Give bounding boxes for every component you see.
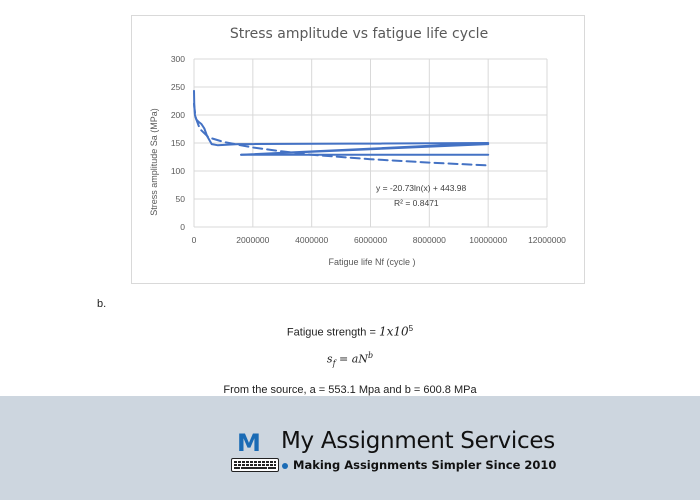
y-tick-label: 250 (171, 82, 185, 92)
source-text: From the source, a = 553.1 Mpa and b = 6… (223, 384, 477, 396)
x-tick-label: 2000000 (236, 235, 269, 245)
fatigue-strength-label: Fatigue strength = (286, 326, 379, 339)
y-tick-label: 200 (171, 110, 185, 120)
x-tick-label: 12000000 (528, 235, 566, 245)
keyboard-icon (231, 458, 279, 472)
formula-sub: f (332, 358, 336, 368)
x-tick-label: 4000000 (295, 235, 328, 245)
x-axis-title: Fatigue life Nf (cycle ) (328, 257, 415, 267)
brand-tagline: Making Assignments Simpler Since 2010 (293, 458, 557, 472)
y-tick-label: 50 (176, 194, 186, 204)
x-tick-label: 8000000 (413, 235, 446, 245)
y-tick-label: 300 (171, 54, 185, 64)
fatigue-strength-line: Fatigue strength = 1x105 (0, 324, 700, 339)
chart-title: Stress amplitude vs fatigue life cycle (230, 26, 488, 42)
footer-banner (0, 396, 700, 500)
x-tick-label: 0 (192, 235, 197, 245)
chart-ticks: 0 50 100 150 200 250 300 0 2000000 4000000 6000000… (171, 54, 566, 245)
series-line-2-trendline (193, 102, 490, 167)
x-tick-label: 10000000 (469, 235, 507, 245)
brand-name: My Assignment Services (281, 428, 555, 454)
fatigue-strength-value: 1x10 (378, 324, 409, 339)
y-tick-label: 0 (180, 222, 185, 232)
chart-container: Stress amplitude vs fatigue life cycle 0… (131, 15, 585, 284)
x-tick-label: 6000000 (354, 235, 387, 245)
y-tick-label: 150 (171, 138, 185, 148)
bullet-dot-icon (282, 463, 288, 469)
y-axis-title: Stress amplitude Sa (MPa) (149, 108, 159, 216)
chart-series-group (193, 89, 490, 167)
chart-svg: Stress amplitude vs fatigue life cycle 0… (149, 26, 566, 267)
formula-line: sf = aNb (0, 351, 700, 368)
part-label: b. (97, 298, 107, 310)
brand-logo-icon: M (237, 429, 261, 457)
r-squared-label: R² = 0.8471 (394, 198, 439, 208)
series-line-1 (193, 89, 490, 156)
fatigue-strength-exponent: 5 (408, 324, 414, 333)
formula-s: s (326, 352, 333, 366)
formula-exponent: b (367, 351, 374, 360)
y-tick-label: 100 (171, 166, 185, 176)
trendline-equation: y = -20.73ln(x) + 443.98 (376, 183, 467, 193)
formula-rhs: = aN (335, 352, 368, 366)
